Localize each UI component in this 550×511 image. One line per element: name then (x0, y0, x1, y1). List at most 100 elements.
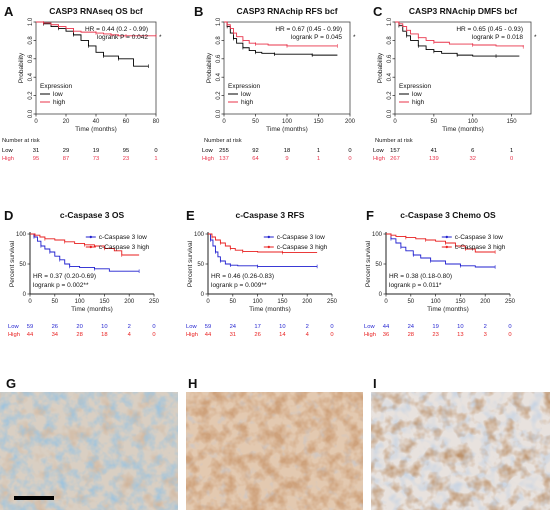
y-tick-label: 1.0 (28, 17, 34, 26)
risk-value: 26 (254, 332, 260, 338)
y-tick-label: 0.4 (216, 72, 222, 81)
x-tick-label: 150 (313, 119, 324, 125)
x-tick-label: 20 (63, 119, 70, 125)
y-tick-label: 100 (372, 232, 383, 238)
hazard-ratio: HR = 0.46 (0.26-0.83) (211, 273, 274, 280)
series-line-1 (395, 21, 524, 47)
chart-title: CASP3 RNAchip RFS bcf (236, 6, 337, 16)
y-tick-label: 0.4 (28, 72, 34, 81)
y-tick-label: 0.4 (387, 72, 393, 81)
hazard-ratio: HR = 0.67 (0.45 - 0.99) (275, 26, 342, 33)
logrank-p: logrank P = 0.042 (97, 34, 148, 41)
risk-value: 34 (52, 332, 59, 338)
risk-value: 9 (285, 156, 288, 162)
risk-value: 10 (279, 324, 285, 330)
risk-table-title: Number at risk (204, 138, 242, 144)
risk-row-label: Low (364, 324, 375, 330)
y-tick-label: 0.6 (216, 54, 222, 63)
x-tick-label: 50 (252, 119, 259, 125)
panel-letter: C (373, 4, 383, 19)
x-axis-label: Time (months) (266, 126, 308, 133)
legend-label: c-Caspase 3 low (99, 234, 147, 241)
chart-title: c-Caspase 3 OS (60, 210, 125, 220)
risk-value: 1 (154, 156, 157, 162)
legend-label: c-Caspase 3 high (277, 244, 328, 251)
legend-label: high (241, 99, 254, 106)
x-axis-label: Time (months) (427, 306, 469, 313)
x-tick-label: 0 (222, 119, 226, 125)
logrank-p: logrank p = 0.002** (33, 282, 89, 289)
risk-value: 14 (279, 332, 286, 338)
y-axis-label: Probability (377, 52, 384, 83)
histology-panel-i (371, 392, 550, 510)
x-tick-label: 50 (229, 299, 236, 305)
risk-value: 0 (330, 332, 333, 338)
risk-value: 24 (408, 324, 415, 330)
risk-value: 31 (230, 332, 236, 338)
risk-value: 36 (383, 332, 389, 338)
legend-title: Expression (228, 83, 261, 90)
x-tick-label: 0 (384, 299, 388, 305)
x-axis-label: Time (months) (75, 126, 117, 133)
x-tick-label: 150 (455, 299, 466, 305)
y-tick-label: 0.8 (28, 36, 34, 45)
risk-value: 13 (457, 332, 463, 338)
y-tick-label: 0.8 (216, 36, 222, 45)
legend-label: c-Caspase 3 low (455, 234, 503, 241)
y-tick-label: 0.8 (387, 36, 393, 45)
risk-table-title: Number at risk (375, 138, 413, 144)
x-tick-label: 100 (282, 119, 293, 125)
risk-row-label: High (202, 156, 214, 162)
x-tick-label: 100 (468, 119, 479, 125)
y-axis-label: Probability (18, 52, 25, 83)
x-tick-label: 250 (327, 299, 338, 305)
risk-value: 0 (330, 324, 333, 330)
legend-label: c-Caspase 3 high (455, 244, 506, 251)
series-line-1 (30, 233, 140, 256)
risk-value: 64 (252, 156, 259, 162)
chart-title: CASP3 RNAchip DMFS bcf (409, 6, 517, 16)
series-line-0 (30, 233, 140, 272)
x-tick-label: 0 (28, 299, 32, 305)
x-tick-label: 40 (93, 119, 100, 125)
risk-row-label: High (2, 156, 14, 162)
km-panel-c: C CASP3 RNAchip DMFS bcf 0 50 100 150 0.0 0.2 0.… (373, 4, 537, 162)
y-tick-label: 0.0 (387, 109, 393, 118)
histology-letters: G H I (6, 376, 377, 391)
risk-value: 4 (306, 332, 310, 338)
risk-value: 29 (63, 148, 69, 154)
legend-title: Expression (40, 83, 73, 90)
x-tick-label: 50 (407, 299, 414, 305)
risk-value: 0 (154, 148, 157, 154)
risk-row-label: Low (186, 324, 197, 330)
panel-letter-g: G (6, 376, 16, 391)
km-panel-a: A CASP3 RNAseq OS bcf 0 20 40 60 80 0.0 0.2 0.4 0.… (2, 4, 162, 162)
y-axis-label: Probability (206, 52, 213, 83)
panel-letter: B (194, 4, 203, 19)
x-tick-label: 80 (153, 119, 160, 125)
legend-marker (89, 235, 93, 239)
hazard-ratio: HR = 0.37 (0.20-0.69) (33, 273, 96, 280)
y-tick-label: 1.0 (216, 17, 222, 26)
risk-value: 1 (510, 148, 513, 154)
risk-value: 95 (123, 148, 129, 154)
x-tick-label: 60 (123, 119, 130, 125)
y-tick-label: 100 (194, 232, 205, 238)
x-tick-label: 150 (277, 299, 288, 305)
x-tick-label: 250 (149, 299, 160, 305)
x-tick-label: 150 (99, 299, 110, 305)
risk-value: 18 (101, 332, 107, 338)
risk-value: 0 (152, 332, 155, 338)
risk-value: 0 (152, 324, 155, 330)
risk-value: 3 (484, 332, 487, 338)
histology-panel-g: G (0, 392, 178, 510)
significance-marker: * (159, 34, 162, 41)
y-tick-label: 0.2 (28, 91, 34, 100)
logrank-p: logrank p = 0.011* (389, 282, 442, 289)
x-axis-label: Time (months) (249, 306, 291, 313)
panel-letter-i: I (373, 376, 377, 391)
